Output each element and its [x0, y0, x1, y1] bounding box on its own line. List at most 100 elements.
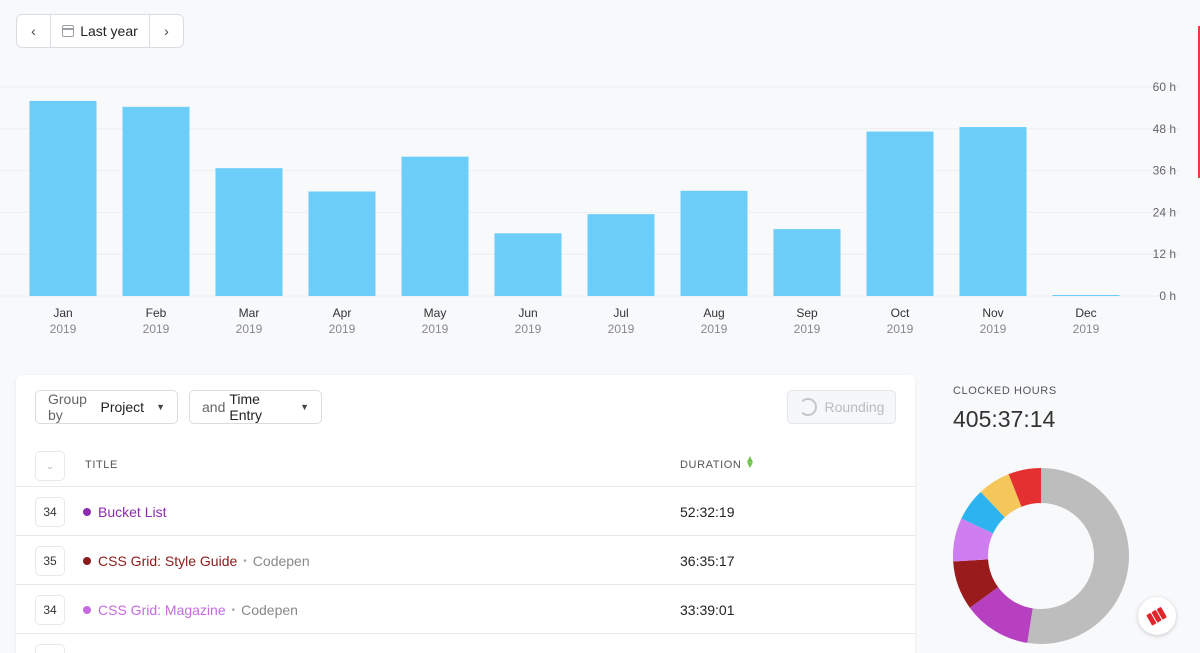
donut-slice[interactable]	[961, 491, 1005, 534]
rounding-clock-icon	[798, 398, 817, 416]
subgroup-select[interactable]: and Time Entry ▼	[189, 390, 322, 424]
y-tick-label: 0 h	[1159, 289, 1176, 303]
calendar-icon	[62, 25, 75, 37]
donut-slice[interactable]	[969, 587, 1033, 643]
previous-period-button[interactable]: ‹	[17, 15, 51, 47]
chevron-down-icon: ▼	[300, 402, 309, 412]
rounding-button[interactable]: Rounding	[787, 390, 896, 424]
x-tick-label: Feb	[146, 306, 167, 320]
entry-count-badge[interactable]: 34	[35, 595, 65, 625]
chevron-left-icon: ‹	[31, 23, 36, 39]
x-tick-sublabel: 2019	[422, 322, 449, 336]
date-range-label: Last year	[80, 23, 138, 39]
table-row[interactable]: 35 CSS Grid: Style Guide • Codepen 36:35…	[16, 536, 915, 585]
x-tick-label: May	[424, 306, 447, 320]
entry-count-badge[interactable]: 34	[35, 497, 65, 527]
client-name: Codepen	[241, 602, 298, 618]
subgroup-prefix: and	[202, 399, 226, 415]
duration-value: 33:39:01	[680, 602, 735, 618]
x-tick-label: Apr	[333, 306, 352, 320]
clocked-hours-label: CLOCKED HOURS	[953, 385, 1057, 397]
chart-bar-dec[interactable]	[1052, 295, 1120, 296]
group-by-select[interactable]: Group by Project ▼	[35, 390, 178, 424]
x-tick-sublabel: 2019	[887, 322, 914, 336]
group-by-value: Project	[100, 399, 145, 415]
chevron-down-icon: ▼	[156, 402, 165, 412]
x-tick-label: Jun	[518, 306, 537, 320]
rounding-label: Rounding	[824, 399, 885, 415]
toggl-button[interactable]	[1138, 597, 1176, 635]
x-tick-label: Sep	[796, 306, 818, 320]
table-row[interactable]	[16, 634, 915, 653]
duration-column-header[interactable]: DURATION	[680, 459, 742, 471]
x-tick-label: Nov	[982, 306, 1003, 320]
projects-donut-chart	[953, 468, 1129, 644]
chart-bar-aug[interactable]	[680, 190, 748, 296]
title-column-header[interactable]: TITLE	[85, 459, 118, 471]
date-range-button[interactable]: Last year	[51, 15, 149, 47]
sort-icon[interactable]: ▲ ▼	[745, 454, 755, 471]
project-title: CSS Grid: Style Guide • Codepen	[83, 553, 310, 569]
separator: •	[231, 604, 236, 616]
project-title: CSS Grid: Magazine • Codepen	[83, 602, 298, 618]
chart-bar-mar[interactable]	[215, 168, 283, 296]
chart-bar-oct[interactable]	[866, 131, 934, 296]
project-name: CSS Grid: Magazine	[98, 602, 226, 618]
x-tick-sublabel: 2019	[329, 322, 356, 336]
donut-slice[interactable]	[953, 559, 999, 608]
project-color-dot	[83, 606, 91, 614]
y-tick-label: 60 h	[1153, 80, 1176, 94]
x-tick-label: Jan	[53, 306, 72, 320]
separator: •	[243, 555, 247, 567]
donut-slice[interactable]	[1008, 468, 1041, 507]
y-tick-label: 24 h	[1153, 205, 1176, 219]
chart-bar-jun[interactable]	[494, 233, 562, 296]
chart-bar-feb[interactable]	[122, 106, 190, 296]
y-tick-label: 36 h	[1153, 164, 1176, 178]
expand-all-button[interactable]: ⌄	[35, 451, 65, 481]
chart-bar-jul[interactable]	[587, 214, 655, 296]
chart-bar-jan[interactable]	[29, 100, 97, 296]
project-color-dot	[83, 508, 91, 516]
toggl-logo-icon	[1146, 606, 1168, 626]
chart-bar-nov[interactable]	[959, 127, 1027, 296]
hours-bar-chart: 60 h 48 h 36 h 24 h 12 h 0 h Jan 2019 Feb 2019 Mar…	[0, 80, 1180, 336]
project-title: Bucket List	[83, 504, 166, 520]
y-tick-label: 48 h	[1153, 122, 1176, 136]
x-tick-label: Oct	[891, 306, 910, 320]
x-tick-sublabel: 2019	[236, 322, 263, 336]
x-tick-sublabel: 2019	[794, 322, 821, 336]
duration-value: 52:32:19	[680, 504, 735, 520]
x-tick-label: Mar	[239, 306, 260, 320]
scroll-indicator	[1198, 26, 1200, 178]
project-name: CSS Grid: Style Guide	[98, 553, 238, 569]
x-tick-sublabel: 2019	[701, 322, 728, 336]
duration-value: 36:35:17	[680, 553, 735, 569]
table-row[interactable]: 34 Bucket List 52:32:19	[16, 487, 915, 536]
x-tick-sublabel: 2019	[1073, 322, 1100, 336]
table-row[interactable]: 34 CSS Grid: Magazine • Codepen 33:39:01	[16, 585, 915, 634]
donut-slice[interactable]	[1027, 468, 1129, 644]
chart-bar-may[interactable]	[401, 156, 469, 296]
clocked-hours-value: 405:37:14	[953, 406, 1056, 432]
entry-count-badge[interactable]: 35	[35, 546, 65, 576]
donut-slice[interactable]	[953, 518, 994, 562]
x-tick-sublabel: 2019	[50, 322, 77, 336]
entry-count-badge[interactable]	[35, 644, 65, 653]
x-tick-label: Dec	[1075, 306, 1096, 320]
client-name: Codepen	[252, 553, 310, 569]
next-period-button[interactable]: ›	[149, 15, 183, 47]
y-tick-label: 12 h	[1153, 247, 1176, 261]
x-tick-sublabel: 2019	[143, 322, 170, 336]
group-by-prefix: Group by	[48, 391, 87, 423]
date-range-picker: ‹ Last year ›	[16, 14, 184, 48]
chart-bar-apr[interactable]	[308, 191, 376, 297]
x-tick-sublabel: 2019	[980, 322, 1007, 336]
chevron-right-icon: ›	[164, 23, 169, 39]
chart-bar-sep[interactable]	[773, 229, 841, 296]
project-color-dot	[83, 557, 91, 565]
project-name: Bucket List	[98, 504, 167, 520]
x-tick-label: Aug	[703, 306, 724, 320]
donut-slice[interactable]	[980, 474, 1022, 518]
x-tick-sublabel: 2019	[608, 322, 635, 336]
